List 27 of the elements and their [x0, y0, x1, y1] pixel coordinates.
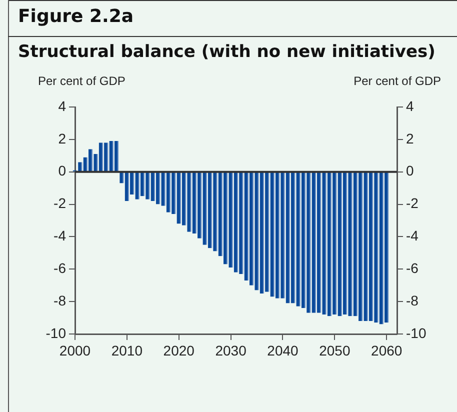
x-tick-label: 2020 [163, 342, 195, 358]
y2-tick-label: -8 [406, 292, 419, 308]
x-tick-label: 2030 [215, 342, 247, 358]
x-tick-label: 2040 [267, 342, 299, 358]
y-tick-label: -2 [54, 195, 66, 212]
y-tick-label: -6 [54, 260, 66, 276]
y2-tick-label: -2 [406, 195, 419, 212]
y2-tick-label: -4 [406, 228, 419, 244]
y2-tick-label: 2 [406, 130, 414, 146]
y-tick-label: -8 [54, 292, 66, 308]
y2-tick-label: 4 [406, 98, 414, 114]
x-tick-label: 2000 [59, 342, 91, 358]
x-tick-label: 2010 [111, 342, 143, 358]
y-tick-label: 0 [58, 162, 66, 179]
y-axis-title: Per cent of GDP [38, 74, 126, 88]
y2-tick-label: -6 [406, 260, 419, 276]
x-tick-label: 2050 [319, 342, 350, 358]
y-tick-label: -10 [46, 324, 66, 341]
y2-tick-label: 0 [406, 162, 414, 179]
chart-subtitle: Structural balance (with no new initiatives) [18, 42, 436, 62]
chart-title: Figure 2.2a [18, 6, 134, 27]
x-tick-label: 2060 [371, 342, 402, 358]
y2-axis-title: Per cent of GDP [354, 74, 441, 88]
y-tick-label: 2 [58, 130, 66, 146]
y-tick-label: 4 [58, 98, 66, 114]
y-tick-label: -4 [54, 228, 66, 244]
y2-tick-label: -10 [406, 324, 426, 341]
